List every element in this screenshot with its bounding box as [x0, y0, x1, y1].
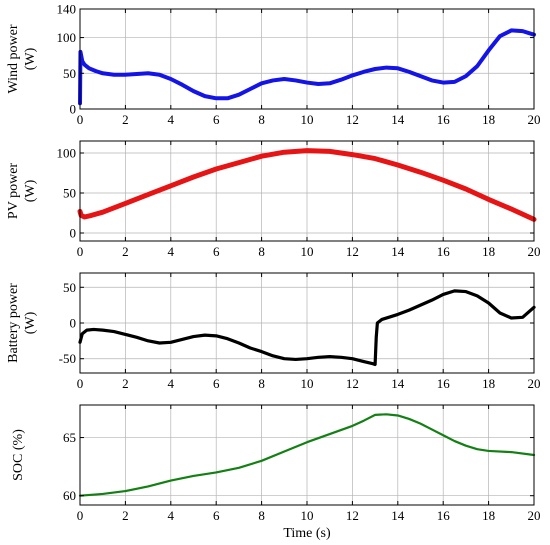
x-tick-label: 20 [528, 508, 541, 523]
x-tick-label: 10 [301, 244, 314, 259]
x-tick-label: 16 [437, 112, 451, 127]
x-axis-label: Time (s) [283, 526, 331, 541]
x-tick-label: 12 [346, 376, 359, 391]
x-tick-label: 10 [301, 376, 314, 391]
x-tick-label: 18 [482, 244, 495, 259]
y-tick-label: 0 [70, 102, 77, 117]
x-tick-label: 12 [346, 508, 359, 523]
x-tick-label: 20 [528, 376, 541, 391]
x-tick-label: 0 [77, 112, 84, 127]
x-tick-label: 14 [391, 376, 405, 391]
x-tick-label: 14 [391, 112, 405, 127]
y-tick-label: 60 [63, 488, 76, 503]
x-tick-label: 8 [258, 376, 265, 391]
y-tick-label: 100 [57, 146, 77, 161]
series-line-3-1 [78, 289, 536, 367]
y-axis-label: (W) [23, 47, 38, 70]
y-tick-label: 50 [63, 186, 76, 201]
y-tick-label: 100 [57, 30, 77, 45]
series-line-2-1 [77, 148, 537, 222]
x-tick-label: 6 [213, 508, 220, 523]
x-tick-label: 0 [77, 508, 84, 523]
y-axis-label: (W) [23, 311, 38, 334]
y-tick-label: 65 [63, 430, 76, 445]
y-axis-label: Battery power [6, 283, 21, 363]
chart-panel-1: 0 2 4 6 8 10 12 14 16 18 20 0 50 100 140 Wind power (W) [6, 2, 541, 128]
x-tick-label: 4 [168, 112, 175, 127]
x-tick-label: 20 [528, 112, 541, 127]
y-axis-label: (W) [23, 179, 38, 202]
y-tick-label: 50 [63, 66, 76, 81]
x-tick-label: 8 [258, 112, 265, 127]
y-axis-label: PV power [6, 163, 21, 219]
series-line-4-1 [78, 413, 536, 497]
x-tick-label: 16 [437, 376, 451, 391]
x-tick-label: 14 [391, 508, 405, 523]
x-tick-label: 18 [482, 376, 495, 391]
x-tick-label: 2 [122, 244, 129, 259]
x-tick-label: 8 [258, 244, 265, 259]
x-tick-label: 2 [122, 376, 129, 391]
x-tick-label: 6 [213, 112, 220, 127]
x-tick-label: 0 [77, 244, 84, 259]
x-tick-label: 18 [482, 112, 495, 127]
y-tick-label: 0 [70, 316, 77, 331]
x-tick-label: 2 [122, 112, 129, 127]
x-tick-label: 4 [168, 508, 175, 523]
x-tick-label: 16 [437, 244, 451, 259]
x-tick-label: 18 [482, 508, 495, 523]
x-tick-label: 4 [168, 244, 175, 259]
x-tick-label: 4 [168, 376, 175, 391]
x-tick-label: 16 [437, 508, 451, 523]
x-tick-label: 10 [301, 112, 314, 127]
series-line-1-1 [78, 28, 536, 106]
x-tick-label: 8 [258, 508, 265, 523]
x-tick-label: 12 [346, 112, 359, 127]
x-tick-label: 20 [528, 244, 541, 259]
y-tick-label: 0 [70, 226, 77, 241]
chart-panel-4: 0 2 4 6 8 10 12 14 16 18 20 60 65 SOC (%) Time (s) [11, 404, 541, 541]
x-tick-label: 2 [122, 508, 129, 523]
x-tick-label: 0 [77, 376, 84, 391]
y-tick-label: -50 [59, 351, 76, 366]
x-tick-label: 10 [301, 508, 314, 523]
x-tick-label: 6 [213, 376, 220, 391]
chart-panel-2: 0 2 4 6 8 10 12 14 16 18 20 0 50 100 PV power (W) [6, 140, 541, 259]
y-axis-label: SOC (%) [11, 429, 26, 481]
x-tick-label: 12 [346, 244, 359, 259]
y-tick-label: 140 [57, 2, 77, 17]
y-axis-label: Wind power [6, 24, 21, 93]
x-tick-label: 14 [391, 244, 405, 259]
y-tick-label: 50 [63, 280, 76, 295]
x-tick-label: 6 [213, 244, 220, 259]
